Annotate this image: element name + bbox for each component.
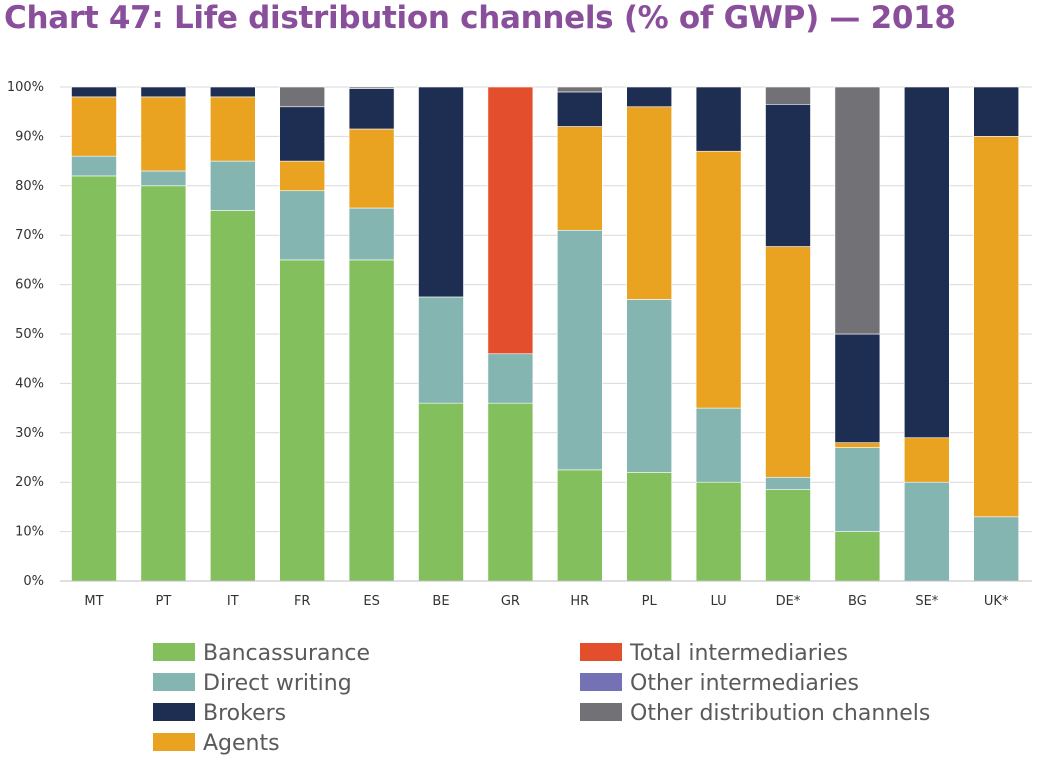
bar-segment-bancassurance <box>765 489 811 582</box>
bar-segment-direct-writing <box>140 170 187 187</box>
bar-segment-brokers <box>140 86 187 98</box>
bar-segment-brokers <box>71 86 117 98</box>
bar-segment-brokers <box>279 106 326 162</box>
x-tick-label: ES <box>363 594 379 609</box>
bar-segment-agents <box>210 96 256 162</box>
y-tick-label: 10% <box>15 525 44 540</box>
y-tick-label: 80% <box>15 179 44 194</box>
bar-segment-other-distribution-channels <box>834 86 881 335</box>
x-tick-label: LU <box>711 594 727 609</box>
bar-segment-direct-writing <box>348 207 395 261</box>
y-tick-label: 20% <box>15 475 44 490</box>
legend-swatch <box>153 643 195 661</box>
bar-segment-bancassurance <box>210 210 256 582</box>
bar-segment-brokers <box>973 86 1020 137</box>
legend-label: Total intermediaries <box>629 641 848 666</box>
bar-segment-direct-writing <box>71 155 117 177</box>
bar-segment-agents <box>834 442 881 448</box>
bar-segment-brokers <box>556 91 603 127</box>
bar-segment-brokers <box>348 88 395 130</box>
bar-segment-other-distribution-channels <box>279 86 326 108</box>
bar-segment-agents <box>71 96 117 157</box>
bar-segment-other-distribution-channels <box>765 86 811 105</box>
y-tick-label: 90% <box>15 129 44 144</box>
bar-segment-brokers <box>903 86 950 439</box>
bar-segment-agents <box>140 96 187 172</box>
bar-segment-direct-writing <box>903 481 950 582</box>
bar-segment-brokers <box>834 333 881 443</box>
bar-segment-agents <box>279 160 326 192</box>
bar-segment-bancassurance <box>348 259 395 582</box>
bar-segment-agents <box>556 126 603 231</box>
legend-swatch <box>153 703 195 721</box>
bar-segment-direct-writing <box>626 299 673 473</box>
x-tick-label: PL <box>642 594 658 609</box>
legend-label: Other intermediaries <box>630 671 859 696</box>
y-tick-label: 50% <box>15 327 44 342</box>
y-tick-label: 30% <box>15 426 44 441</box>
legend-label: Other distribution channels <box>630 701 930 726</box>
legend-label: Brokers <box>203 701 286 726</box>
bar-segment-direct-writing <box>487 353 534 404</box>
x-tick-label: MT <box>84 594 103 609</box>
bar-segment-direct-writing <box>973 516 1020 582</box>
bar-segment-bancassurance <box>71 175 117 582</box>
bar-segment-bancassurance <box>418 402 464 582</box>
bar-segment-direct-writing <box>210 160 256 211</box>
bar-segment-bancassurance <box>140 185 187 582</box>
bar-segment-agents <box>973 136 1020 518</box>
x-tick-label: IT <box>227 594 239 609</box>
x-tick-label: DE* <box>776 594 801 609</box>
bar-segment-bancassurance <box>279 259 326 582</box>
legend-swatch <box>580 703 622 721</box>
bar-segment-agents <box>695 150 742 409</box>
bar-segment-direct-writing <box>279 190 326 261</box>
bar-segment-agents <box>765 246 811 478</box>
bar-segment-brokers <box>765 103 811 247</box>
x-tick-label: BE <box>432 594 449 609</box>
x-tick-label: GR <box>501 594 520 609</box>
legend-swatch <box>580 643 622 661</box>
legend-label: Direct writing <box>203 671 352 696</box>
x-tick-label: UK* <box>984 594 1009 609</box>
bar-segment-bancassurance <box>695 481 742 582</box>
bar-segment-direct-writing <box>834 447 881 532</box>
bar-segment-direct-writing <box>556 229 603 471</box>
x-tick-label: HR <box>570 594 589 609</box>
legend-swatch <box>580 673 622 691</box>
x-tick-label: BG <box>848 594 867 609</box>
y-tick-label: 0% <box>23 574 44 589</box>
y-tick-label: 60% <box>15 278 44 293</box>
legend-swatch <box>153 673 195 691</box>
x-tick-label: PT <box>156 594 172 609</box>
bar-segment-brokers <box>418 86 464 298</box>
y-tick-label: 70% <box>15 228 44 243</box>
chart-title: Chart 47: Life distribution channels (% … <box>4 0 956 36</box>
bar-segment-total-intermediaries <box>487 86 534 355</box>
bar-segment-direct-writing <box>695 407 742 483</box>
legend-label: Agents <box>203 731 280 756</box>
x-tick-label: FR <box>294 594 311 609</box>
y-tick-label: 40% <box>15 376 44 391</box>
bar-segment-other-distribution-channels <box>556 86 603 93</box>
bar-segment-brokers <box>626 86 673 108</box>
y-tick-label: 100% <box>7 80 44 95</box>
bar-segment-bancassurance <box>556 469 603 582</box>
bar-segment-agents <box>903 437 950 483</box>
legend-swatch <box>153 733 195 751</box>
x-tick-label: SE* <box>915 594 938 609</box>
bar-segment-agents <box>348 128 395 209</box>
bar-segment-bancassurance <box>626 472 673 582</box>
bar-segment-brokers <box>210 86 256 98</box>
bar-segment-bancassurance <box>487 402 534 582</box>
bar-segment-direct-writing <box>765 476 811 490</box>
bar-segment-direct-writing <box>418 296 464 404</box>
bar-segment-other-distribution-channels <box>348 86 395 89</box>
bar-segment-brokers <box>695 86 742 152</box>
legend-label: Bancassurance <box>203 641 370 666</box>
bar-segment-agents <box>626 106 673 300</box>
bar-segment-bancassurance <box>834 531 881 582</box>
